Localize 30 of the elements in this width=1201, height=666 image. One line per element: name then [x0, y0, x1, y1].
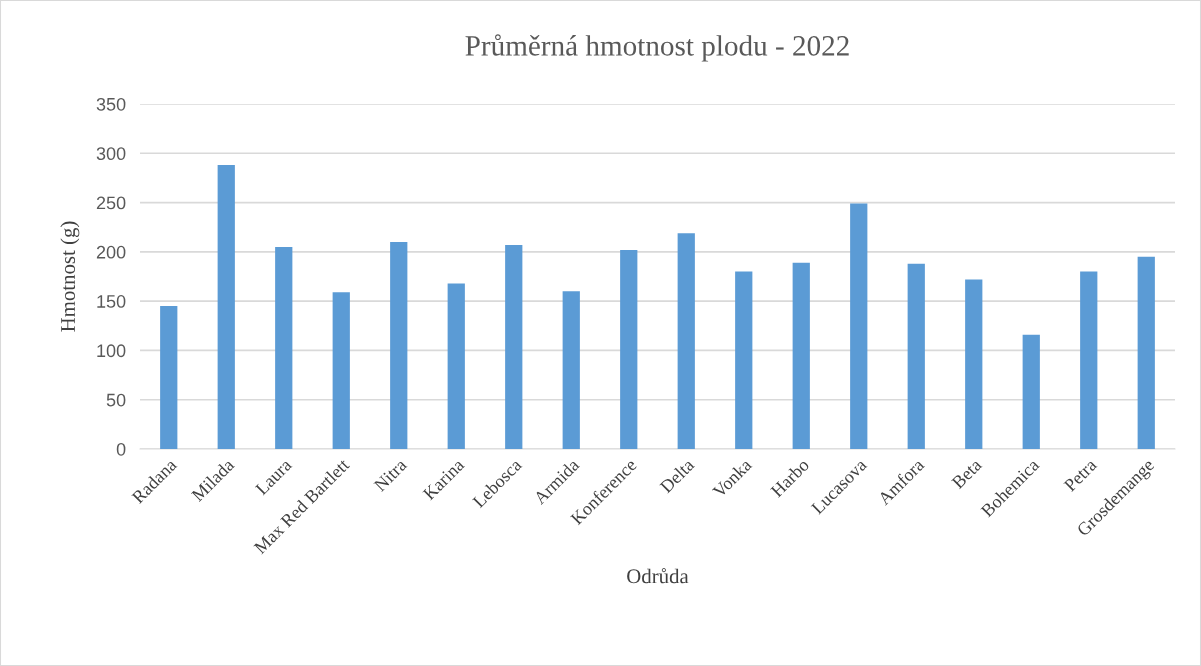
- bar: [160, 306, 178, 449]
- bar: [965, 279, 983, 449]
- bar: [1022, 334, 1040, 449]
- x-tick-label: Nitra: [373, 457, 408, 493]
- bar: [792, 262, 810, 449]
- bar: [332, 292, 350, 449]
- y-tick-label: 300: [96, 147, 126, 161]
- bar: [907, 263, 925, 449]
- y-axis-title: Hmotnost (g): [60, 221, 80, 332]
- bar: [1080, 271, 1098, 449]
- y-tick-label: 50: [106, 393, 126, 407]
- bar: [275, 246, 293, 449]
- bar: [620, 249, 638, 449]
- y-tick-label: 100: [97, 344, 126, 358]
- bar: [390, 242, 408, 449]
- bar: [1137, 256, 1155, 449]
- y-tick-label: 0: [116, 442, 126, 456]
- bar: [735, 271, 753, 449]
- bar: [447, 283, 465, 449]
- bar: [505, 244, 523, 449]
- y-tick-label: 350: [96, 97, 126, 111]
- x-axis-title: Odrůda: [627, 568, 689, 584]
- bar: [217, 165, 235, 449]
- bar: [562, 291, 580, 449]
- bar: [850, 203, 868, 449]
- chart-title: Průměrná hmotnost plodu - 2022: [465, 34, 849, 62]
- y-tick-label: 200: [96, 245, 126, 259]
- bar: [677, 233, 695, 449]
- y-tick-label: 150: [97, 295, 126, 308]
- y-tick-label: 250: [96, 196, 126, 210]
